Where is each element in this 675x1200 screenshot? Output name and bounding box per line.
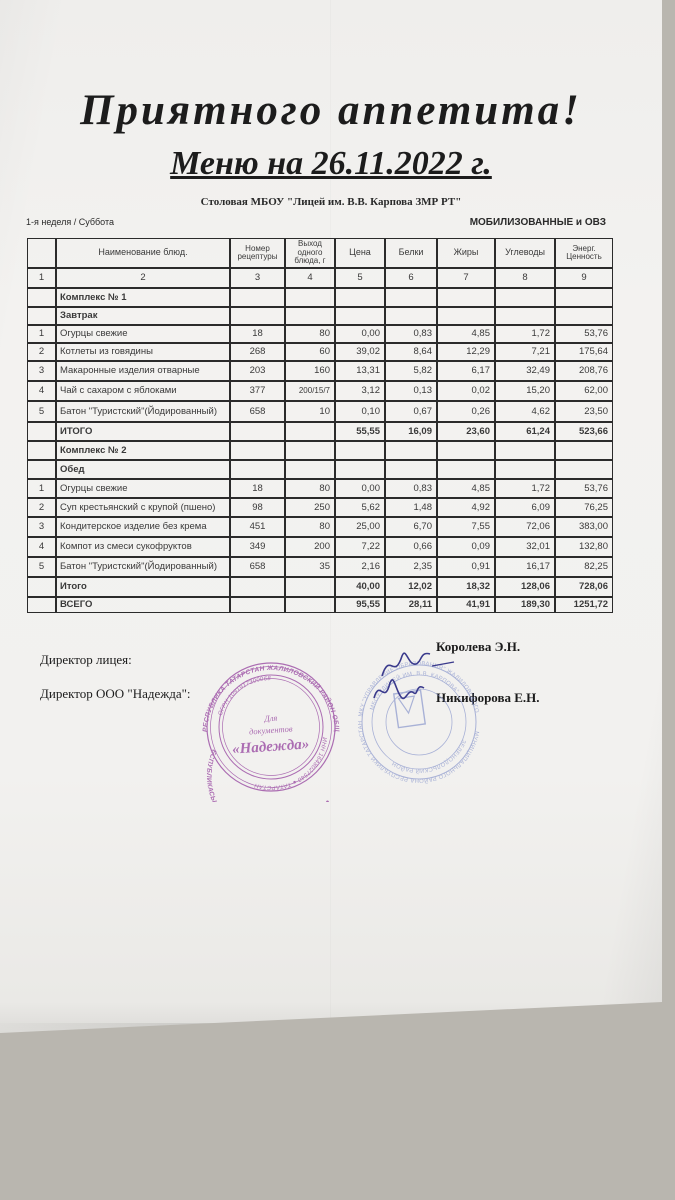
svg-text:документов: документов [249,723,293,736]
svg-text:МУНИЦИПАЛЬНОГО РАЙОНА РЕСПУБЛИ: МУНИЦИПАЛЬНОГО РАЙОНА РЕСПУБЛИКИ ТАТАРСТ… [358,721,479,785]
svg-text:«Надежда»: «Надежда» [232,736,310,757]
svg-text:Для: Для [263,713,278,724]
